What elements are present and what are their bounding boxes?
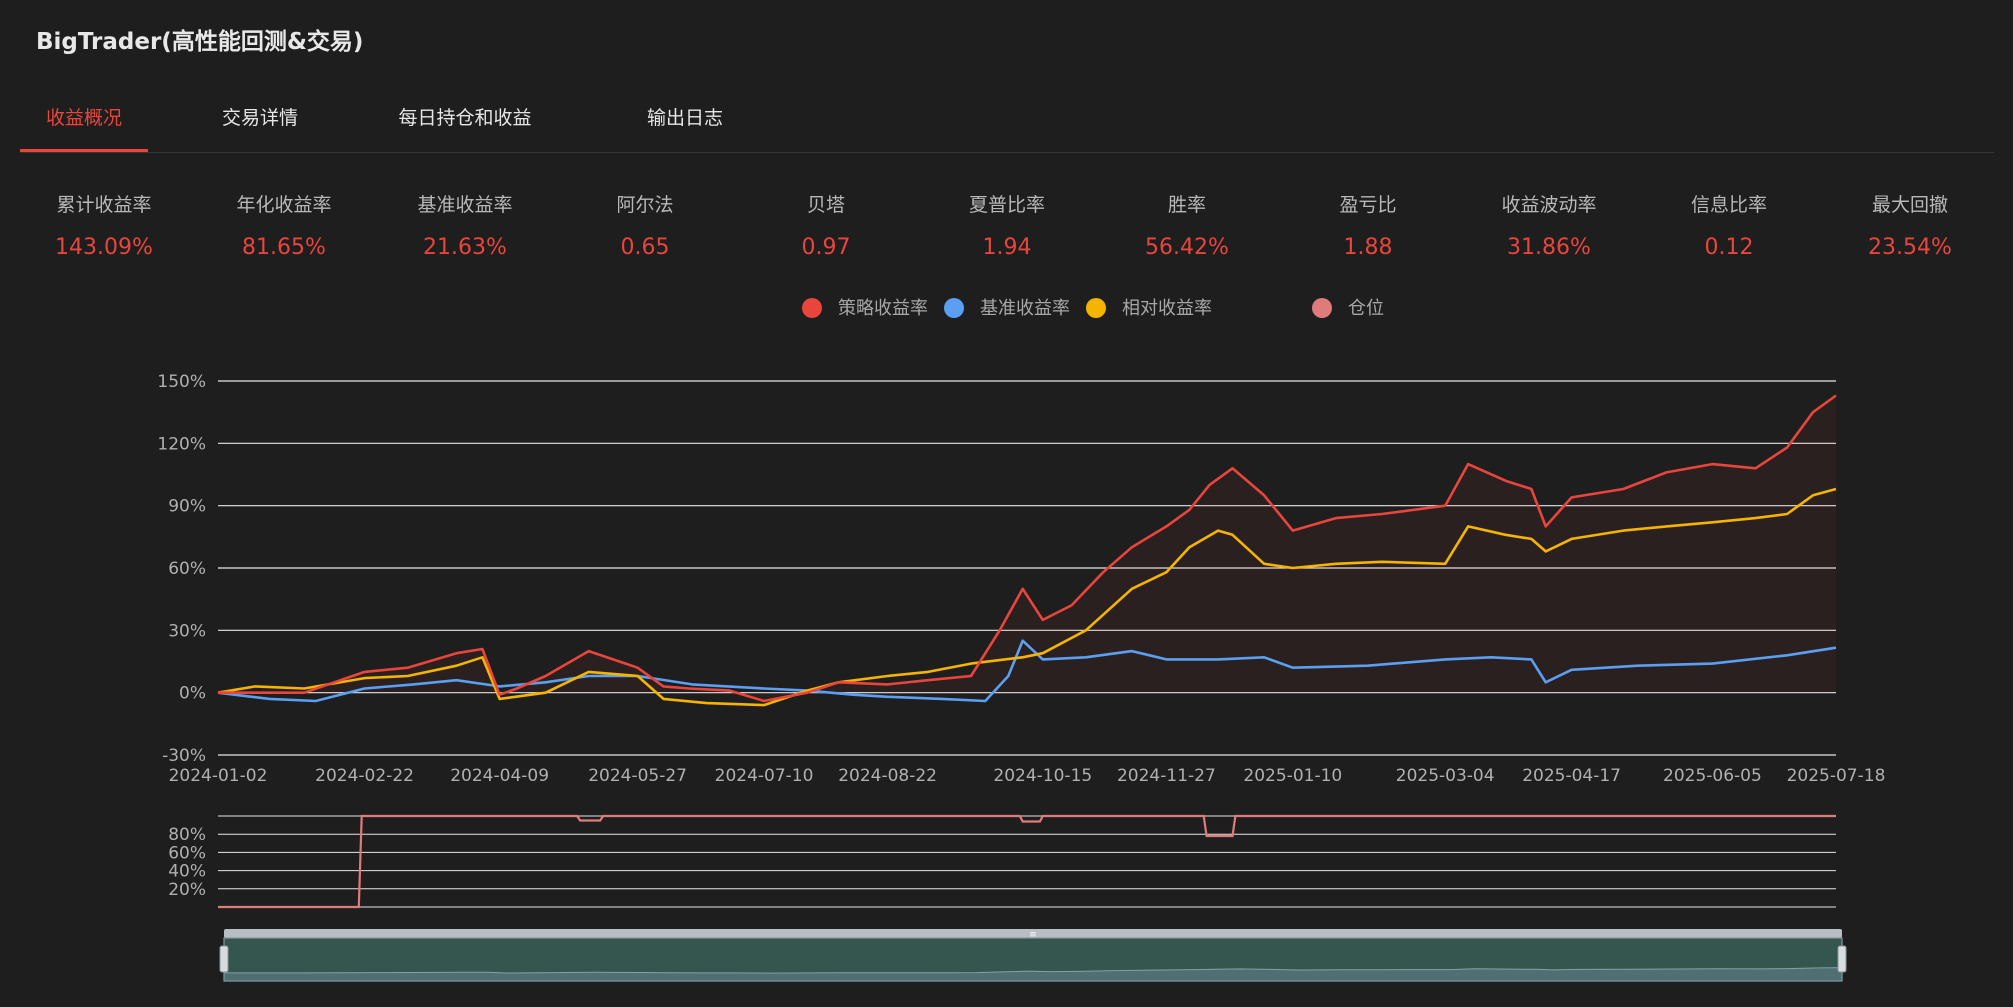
navigator-grip-icon: ≡ <box>1029 930 1037 940</box>
tab-daily-positions[interactable]: 每日持仓和收益 <box>398 107 532 129</box>
metric-sharpe: 夏普比率 1.94 <box>917 190 1097 260</box>
navigator-right-handle[interactable] <box>1837 945 1847 973</box>
metric-cumulative-return: 累计收益率 143.09% <box>14 190 194 260</box>
metric-label: 贝塔 <box>806 194 845 216</box>
main-grid <box>218 380 1836 756</box>
metric-value: 81.65% <box>242 235 326 260</box>
legend-marker <box>944 298 964 318</box>
y-tick-label: 60% <box>168 559 206 579</box>
x-tick-label: 2025-04-17 <box>1522 766 1621 786</box>
metric-label: 盈亏比 <box>1339 194 1397 216</box>
y-tick-label: 60% <box>168 843 206 863</box>
legend-label: 仓位 <box>1348 298 1384 319</box>
metric-label: 年化收益率 <box>236 194 332 216</box>
x-tick-label: 2025-01-10 <box>1243 766 1342 786</box>
metric-max-drawdown: 最大回撤 23.54% <box>1820 190 2000 260</box>
position-line <box>218 814 1836 909</box>
y-tick-label: 120% <box>157 434 206 454</box>
tab-output-log[interactable]: 输出日志 <box>646 107 723 129</box>
y-tick-label: -30% <box>162 746 206 766</box>
metric-information-ratio: 信息比率 0.12 <box>1639 190 1819 260</box>
legend-marker <box>1086 298 1106 318</box>
y-tick-label: 150% <box>157 372 206 392</box>
x-tick-label: 2025-03-04 <box>1396 766 1495 786</box>
y-tick-label: 90% <box>168 497 206 517</box>
metric-value: 1.94 <box>982 235 1032 260</box>
position-plot-area[interactable] <box>218 814 1836 909</box>
main-x-axis: 2024-01-02 2024-02-22 2024-04-09 2024-05-27… <box>169 766 1886 786</box>
x-tick-label: 2024-04-09 <box>450 766 549 786</box>
metric-label: 夏普比率 <box>968 194 1045 216</box>
metric-beta: 贝塔 0.97 <box>736 190 916 260</box>
x-tick-label: 2025-07-18 <box>1787 766 1886 786</box>
x-tick-label: 2025-06-05 <box>1663 766 1762 786</box>
navigator-left-handle[interactable] <box>219 945 229 973</box>
x-tick-label: 2024-11-27 <box>1117 766 1216 786</box>
x-tick-label: 2024-01-02 <box>169 766 268 786</box>
metric-volatility: 收益波动率 31.86% <box>1459 190 1639 260</box>
metric-label: 累计收益率 <box>56 194 152 216</box>
y-tick-label: 30% <box>168 621 206 641</box>
legend-label: 相对收益率 <box>1122 298 1212 319</box>
x-tick-label: 2024-07-10 <box>715 766 814 786</box>
app-title: BigTrader(高性能回测&交易) <box>36 29 364 55</box>
chart-legend: 策略收益率 基准收益率 相对收益率 仓位 <box>802 298 1384 319</box>
metric-alpha: 阿尔法 0.65 <box>555 190 735 260</box>
metric-annualized-return: 年化收益率 81.65% <box>194 190 374 260</box>
y-tick-label: 40% <box>168 862 206 882</box>
tab-return-overview[interactable]: 收益概况 <box>20 100 148 152</box>
metric-label: 收益波动率 <box>1501 194 1597 216</box>
y-tick-label: 80% <box>168 825 206 845</box>
metrics-row: 累计收益率 143.09% 年化收益率 81.65% 基准收益率 21.63% … <box>0 190 2013 270</box>
metric-value: 0.65 <box>620 235 670 260</box>
legend-label: 基准收益率 <box>980 298 1070 319</box>
metric-value: 56.42% <box>1145 235 1229 260</box>
position-y-axis: 80%60%40%20% <box>168 825 206 900</box>
position-grid <box>218 815 1836 908</box>
navigator-series <box>223 967 1843 982</box>
relative-return-line <box>217 487 1837 707</box>
strategy-return-line <box>218 394 1837 703</box>
metric-value: 23.54% <box>1868 235 1952 260</box>
x-tick-label: 2024-10-15 <box>993 766 1092 786</box>
metric-label: 基准收益率 <box>417 194 513 216</box>
legend-marker <box>802 298 822 318</box>
main-y-axis: 150% 120% 90% 60% 30% 0% -30% <box>157 372 206 766</box>
metric-label: 最大回撤 <box>1871 194 1948 216</box>
y-tick-label: 0% <box>179 684 206 704</box>
main-plot-area[interactable] <box>217 394 1837 707</box>
metric-value: 1.88 <box>1343 235 1393 260</box>
metric-value: 143.09% <box>55 235 153 260</box>
metric-profit-loss-ratio: 盈亏比 1.88 <box>1278 190 1458 260</box>
legend-marker <box>1312 298 1332 318</box>
metric-value: 21.63% <box>423 235 507 260</box>
metric-value: 0.12 <box>1704 235 1754 260</box>
tab-trade-details[interactable]: 交易详情 <box>221 107 298 129</box>
x-tick-label: 2024-02-22 <box>315 766 414 786</box>
y-tick-label: 20% <box>168 880 206 900</box>
legend-label: 策略收益率 <box>838 298 928 319</box>
tab-bar: 收益概况 交易详情 每日持仓和收益 输出日志 <box>20 100 1994 153</box>
metric-label: 信息比率 <box>1690 194 1767 216</box>
metric-value: 31.86% <box>1507 235 1591 260</box>
strategy-return-area <box>218 395 1836 701</box>
metric-label: 胜率 <box>1167 194 1206 216</box>
range-navigator[interactable]: ≡ <box>219 929 1847 982</box>
metric-benchmark-return: 基准收益率 21.63% <box>375 190 555 260</box>
metric-value: 0.97 <box>801 235 851 260</box>
metric-label: 阿尔法 <box>616 194 674 216</box>
x-tick-label: 2024-05-27 <box>588 766 687 786</box>
navigator-scrollbar[interactable] <box>224 929 1842 938</box>
metric-win-rate: 胜率 56.42% <box>1097 190 1277 260</box>
x-tick-label: 2024-08-22 <box>838 766 937 786</box>
